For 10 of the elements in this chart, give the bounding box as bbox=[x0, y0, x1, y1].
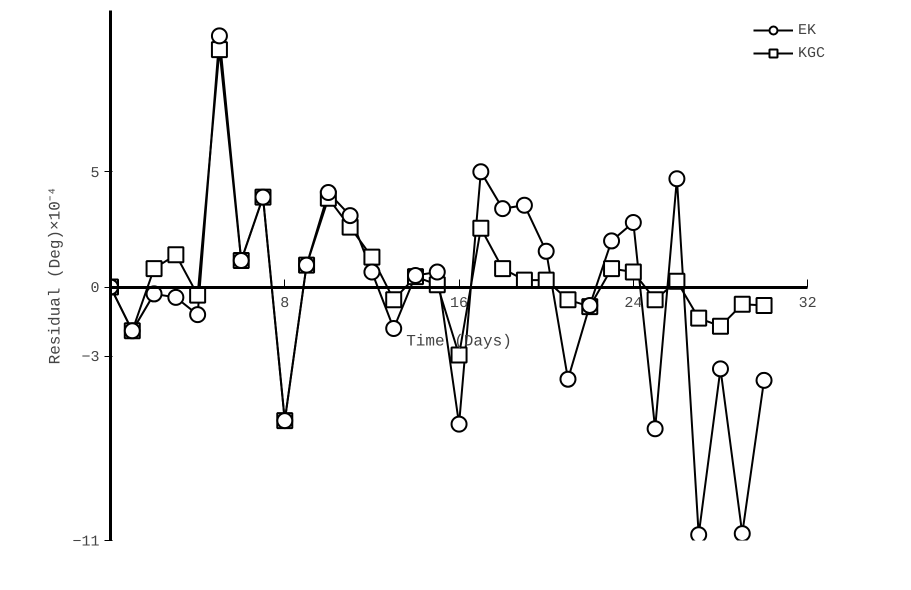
y-tick-label: −11 bbox=[72, 534, 100, 550]
y-tick-label: −3 bbox=[81, 349, 100, 366]
x-tick-label: 16 bbox=[450, 295, 468, 312]
legend-label: KGC bbox=[798, 44, 825, 62]
y-tick-label: 0 bbox=[90, 280, 100, 298]
x-tick-label: 8 bbox=[280, 295, 290, 312]
x-tick-label: 32 bbox=[798, 295, 817, 312]
y-tick-label: 5 bbox=[90, 164, 100, 182]
legend-label: EK bbox=[798, 22, 817, 38]
y-axis-title: Residual (Deg)×10⁻⁴ bbox=[46, 186, 64, 364]
